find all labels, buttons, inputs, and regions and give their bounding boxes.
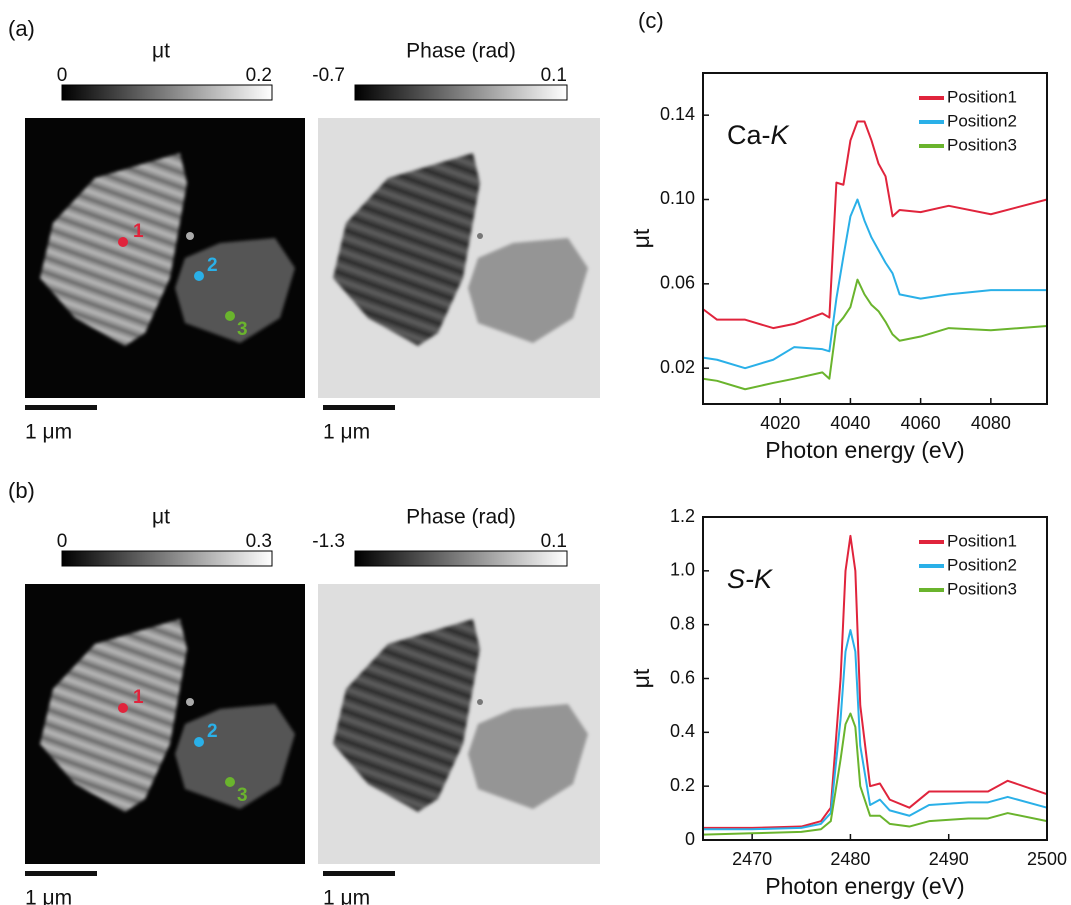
position-dot [225,311,235,321]
annotation-italic: K [771,120,790,150]
legend-label: Position1 [947,531,1017,550]
scale-bar-label: 1 μm [25,421,72,444]
colorbar-title: μt [152,506,170,529]
colorbar-max: 0.1 [541,65,567,86]
legend-label: Position2 [947,555,1017,574]
position-dot [194,737,204,747]
colorbar-max: 0.2 [246,65,272,86]
y-tick-label: 0 [685,829,695,849]
y-tick-label: 0.06 [660,273,695,293]
scale-bar-label: 1 μm [25,887,72,905]
colorbar-title: Phase (rad) [406,506,516,529]
data-line [702,278,1048,391]
y-tick-label: 0.14 [660,104,695,124]
legend-label: Position2 [947,111,1017,130]
y-tick-label: 0.02 [660,357,695,377]
data-line [702,712,1048,836]
colorbar [354,550,568,567]
position-label: 3 [237,319,248,340]
position-dot [194,271,204,281]
x-tick-label: 4080 [971,413,1011,433]
panel-label: (a) [8,16,35,41]
x-tick-label: 4020 [760,413,800,433]
scale-bar [25,871,97,876]
colorbar-title: μt [152,40,170,63]
y-tick-label: 0.2 [670,775,695,795]
y-tick-label: 0.6 [670,667,695,687]
position-dot [225,777,235,787]
scale-bar [323,405,395,410]
y-tick-label: 0.10 [660,188,695,208]
colorbar-min: -0.7 [312,65,345,86]
data-line [702,120,1048,330]
position-label: 3 [237,785,248,806]
mu-image [25,584,305,864]
x-tick-label: 2470 [732,849,772,869]
y-axis-label: μt [628,668,654,688]
panel-label: (b) [8,478,35,503]
mu-image [25,118,305,398]
data-line [702,198,1047,370]
position-label: 2 [207,721,218,742]
colorbar-min: 0 [57,65,68,86]
annotation: S-K [727,564,773,594]
colorbar-min: -1.3 [312,531,345,552]
y-tick-label: 1.2 [670,506,695,526]
y-tick-label: 0.8 [670,613,695,633]
scale-bar [25,405,97,410]
x-axis-label: Photon energy (eV) [765,873,964,899]
colorbar [61,84,273,101]
y-tick-label: 1.0 [670,560,695,580]
colorbar-title: Phase (rad) [406,40,516,63]
annotation-text: Ca- [727,120,771,150]
colorbar [354,84,568,101]
colorbar-max: 0.1 [541,531,567,552]
position-label: 1 [133,687,144,708]
annotation-italic: S-K [727,564,773,594]
plot-frame [702,72,1048,405]
colorbar [61,550,273,567]
scale-bar-label: 1 μm [323,421,370,444]
legend-label: Position1 [947,87,1017,106]
annotation: Ca-K [727,120,790,150]
y-tick-label: 0.4 [670,721,695,741]
panel-label: (c) [638,8,664,33]
position-label: 1 [133,221,144,242]
x-tick-label: 2490 [929,849,969,869]
position-label: 2 [207,255,218,276]
position-dot [118,703,128,713]
x-tick-label: 2500 [1027,849,1067,869]
x-tick-label: 4040 [830,413,870,433]
y-axis-label: μt [628,228,654,248]
position-dot [118,237,128,247]
legend-label: Position3 [947,579,1017,598]
scale-bar [323,871,395,876]
colorbar-max: 0.3 [246,531,272,552]
legend-label: Position3 [947,135,1017,154]
x-axis-label: Photon energy (eV) [765,437,964,463]
x-tick-label: 4060 [901,413,941,433]
phase-image [318,118,600,398]
data-line [703,629,1048,831]
colorbar-min: 0 [57,531,68,552]
data-line [703,534,1048,829]
x-tick-label: 2480 [830,849,870,869]
phase-image [318,584,600,864]
scale-bar-label: 1 μm [323,887,370,905]
